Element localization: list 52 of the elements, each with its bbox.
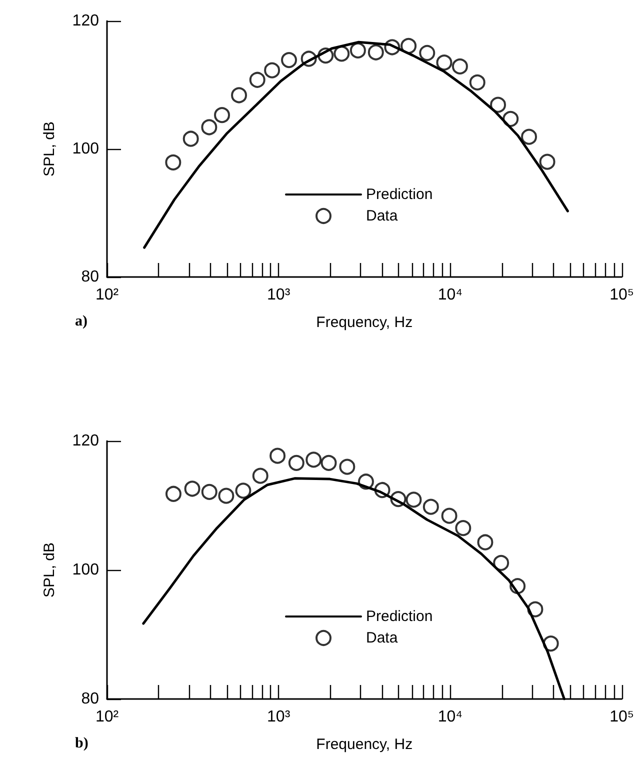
point	[350, 42, 366, 58]
y-axis-title: SPL, dB	[41, 542, 58, 598]
point	[441, 508, 458, 524]
point	[452, 58, 468, 74]
point	[165, 154, 182, 170]
y-tick-label: 100	[72, 562, 100, 578]
point	[218, 488, 234, 504]
x-axis-title: Frequency, Hz	[316, 314, 413, 331]
point	[249, 72, 266, 88]
point	[422, 498, 439, 515]
legend-label: Prediction	[366, 608, 433, 625]
point	[288, 454, 304, 471]
point	[320, 454, 337, 471]
y-tick-label: 80	[81, 268, 100, 286]
text: b)	[75, 736, 88, 752]
legend-label: Data	[366, 208, 398, 224]
point	[469, 74, 486, 90]
point	[521, 128, 538, 145]
legend-label: Prediction	[366, 186, 433, 203]
x-tick-label: 10³	[267, 708, 291, 726]
point	[182, 130, 199, 147]
point	[270, 448, 286, 464]
point	[339, 458, 356, 475]
point	[406, 492, 422, 508]
point	[400, 38, 417, 54]
y-tick-label: 120	[72, 12, 100, 30]
y-tick-label: 100	[72, 140, 100, 158]
x-tick-label: 10⁵	[610, 286, 634, 304]
y-tick-label: 120	[72, 432, 100, 450]
point	[334, 46, 350, 62]
x-axis-title: Frequency, Hz	[316, 736, 413, 753]
point	[436, 54, 452, 71]
point	[201, 484, 218, 500]
point	[368, 44, 384, 60]
point	[184, 480, 200, 497]
x-tick-label: 10⁴	[438, 286, 463, 304]
point	[493, 554, 510, 571]
x-tick-label: 10²	[95, 286, 120, 304]
point	[231, 87, 248, 104]
point	[235, 482, 252, 499]
x-tick-label: 10⁵	[610, 708, 634, 726]
y-axis-title: SPL, dB	[41, 121, 58, 177]
text: a)	[75, 314, 88, 330]
x-tick-label: 10⁴	[438, 708, 463, 726]
point	[419, 45, 436, 61]
y-tick-label: 80	[81, 690, 100, 708]
point	[542, 636, 559, 652]
x-tick-label: 10²	[95, 708, 120, 726]
x-tick-label: 10³	[267, 286, 291, 304]
point	[252, 468, 268, 484]
legend-label: Data	[366, 630, 398, 646]
point	[214, 107, 230, 124]
